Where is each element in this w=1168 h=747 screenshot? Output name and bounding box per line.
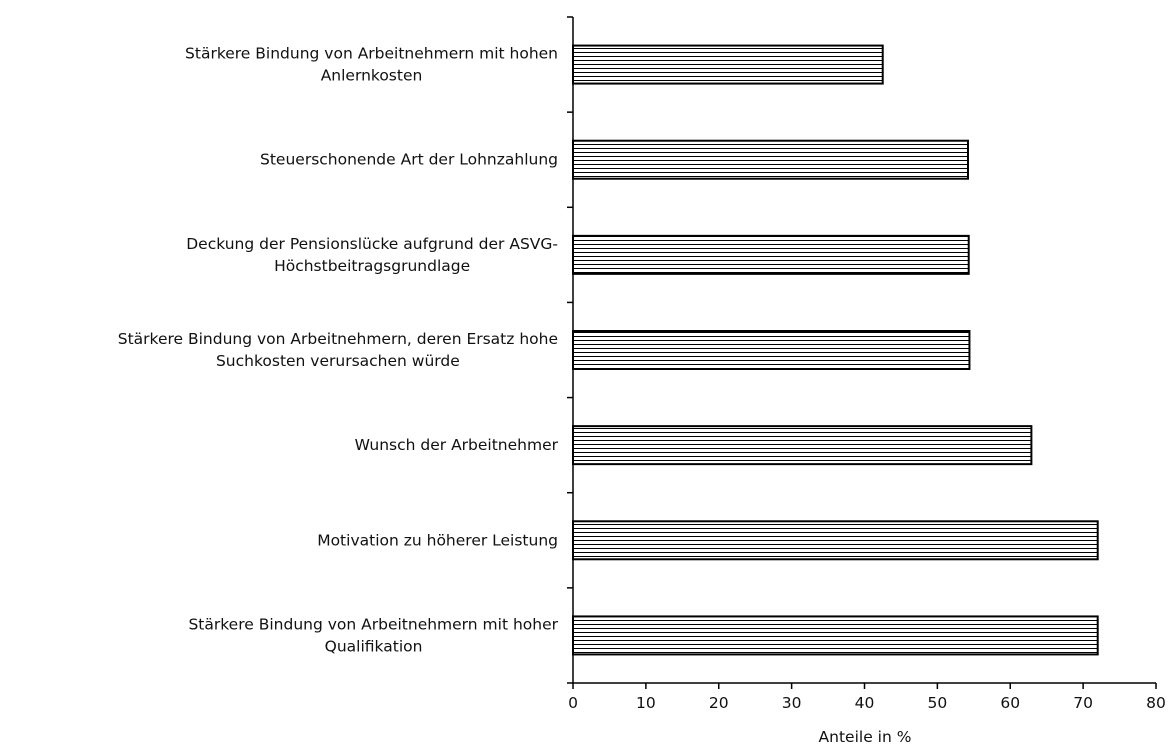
bar: [572, 139, 969, 180]
category-label: Suchkosten verursachen würde: [216, 352, 460, 370]
plot-area: 0 10 20 30 40 50 60 70 80 Stärkere Bindung von Ar…: [118, 16, 1166, 712]
x-tick-label: 10: [636, 694, 656, 712]
category-label: Anlernkosten: [321, 67, 423, 85]
x-tick-label: 20: [709, 694, 729, 712]
x-tick-label: 40: [855, 694, 875, 712]
x-tick-label: 50: [928, 694, 948, 712]
category-label: Deckung der Pensionslücke aufgrund der A…: [186, 235, 558, 253]
bar: [572, 425, 1033, 466]
x-tick-label: 60: [1000, 694, 1020, 712]
bar: [572, 234, 970, 275]
bar: [572, 520, 1099, 561]
category-label: Steuerschonende Art der Lohnzahlung: [260, 151, 558, 169]
category-label: Stärkere Bindung von Arbeitnehmern mit h…: [185, 45, 558, 63]
x-axis-title: Anteile in %: [819, 728, 912, 746]
x-tick-label: 70: [1073, 694, 1093, 712]
x-tick-label: 0: [568, 694, 578, 712]
x-tick-label: 80: [1146, 694, 1166, 712]
category-label: Stärkere Bindung von Arbeitnehmern, dere…: [118, 330, 558, 348]
category-label: Wunsch der Arbeitnehmer: [355, 436, 559, 454]
category-label: Motivation zu höherer Leistung: [317, 531, 558, 549]
category-label: Qualifikation: [325, 637, 423, 655]
x-tick-label: 30: [782, 694, 802, 712]
category-label: Stärkere Bindung von Arbeitnehmern mit h…: [188, 615, 558, 633]
category-label: Höchstbeitragsgrundlage: [274, 257, 470, 275]
bar: [572, 330, 971, 370]
bar: [572, 615, 1099, 656]
bar: [572, 44, 884, 85]
